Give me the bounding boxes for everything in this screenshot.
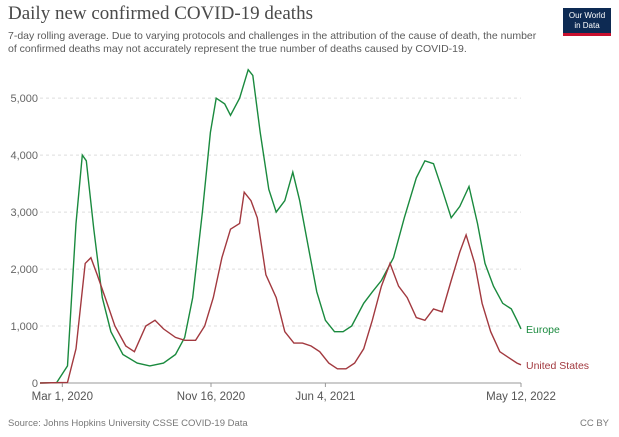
legend-label: Europe xyxy=(526,324,560,336)
series-line xyxy=(39,190,522,384)
subtitle: 7-day rolling average. Due to varying pr… xyxy=(8,30,537,42)
series-line xyxy=(39,68,522,384)
y-tick-label: 1,000 xyxy=(10,321,38,333)
x-tick-label: Nov 16, 2020 xyxy=(177,391,245,403)
y-tick-label: 0 xyxy=(32,378,38,390)
logo-bar xyxy=(563,33,611,36)
x-tick-label: May 12, 2022 xyxy=(486,391,556,403)
x-tick-label: Jun 4, 2021 xyxy=(295,391,355,403)
x-tick-label: Mar 1, 2020 xyxy=(32,391,93,403)
logo-text: in Data xyxy=(574,21,600,30)
legend-label: United States xyxy=(526,360,589,372)
y-tick-label: 3,000 xyxy=(10,207,38,219)
y-tick-label: 5,000 xyxy=(10,93,38,105)
license: CC BY xyxy=(580,418,610,429)
logo xyxy=(563,8,611,36)
y-tick-label: 4,000 xyxy=(10,150,38,162)
y-tick-label: 2,000 xyxy=(10,264,38,276)
subtitle: of confirmed deaths may not accurately r… xyxy=(8,43,467,55)
source: Source: Johns Hopkins University CSSE CO… xyxy=(8,418,248,429)
chart-title: Daily new confirmed COVID-19 deaths xyxy=(8,3,313,24)
logo-text: Our World xyxy=(569,11,605,20)
